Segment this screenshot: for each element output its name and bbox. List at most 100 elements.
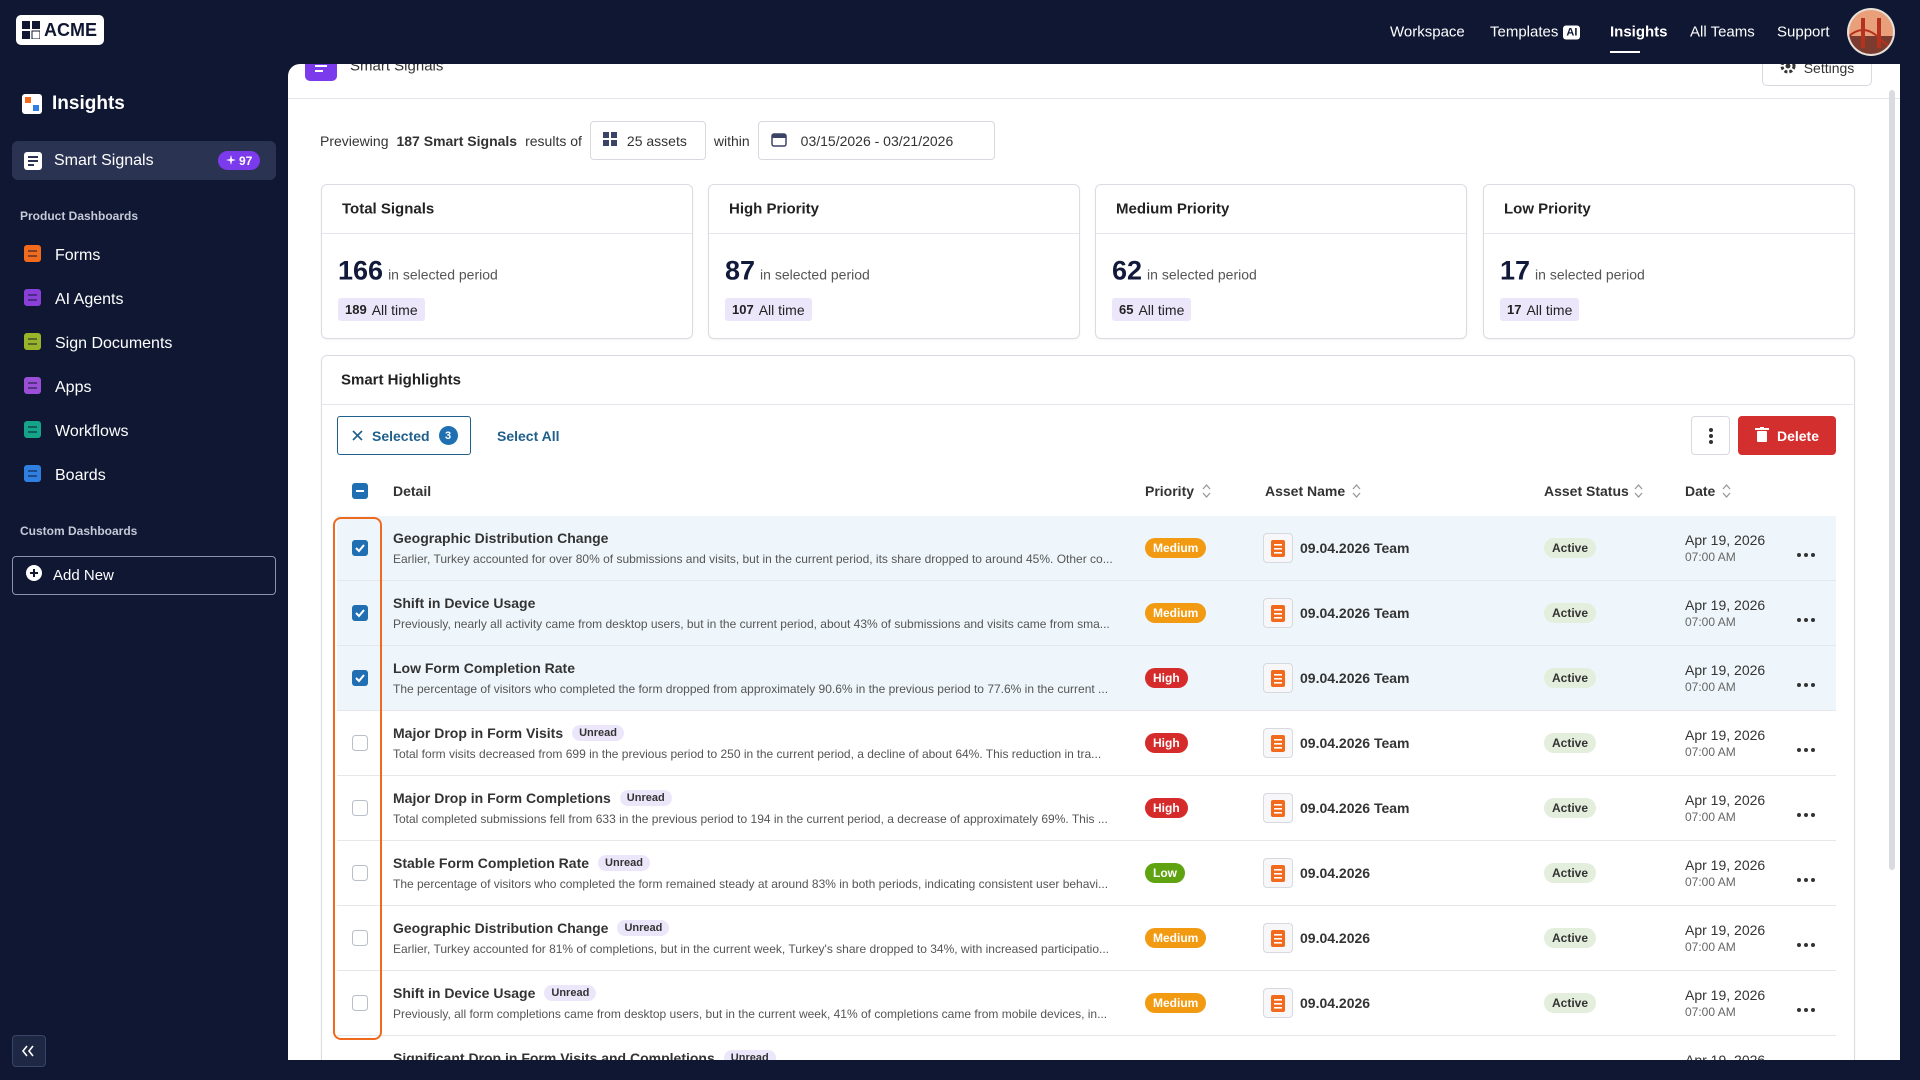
- signal-row[interactable]: [337, 646, 1836, 711]
- asset-name[interactable]: 09.04.2026 Team: [1300, 670, 1410, 686]
- row-title-line: Major Drop in Form Completions Unread: [393, 790, 672, 806]
- logo[interactable]: ACME: [16, 15, 104, 45]
- asset-name[interactable]: 09.04.2026: [1300, 930, 1371, 946]
- sidebar-item[interactable]: Sign Documents: [24, 332, 172, 356]
- row-menu[interactable]: [1797, 805, 1815, 823]
- selected-button[interactable]: Selected 3: [337, 416, 471, 455]
- row-menu-svg: [1797, 683, 1815, 687]
- select-all-checkbox[interactable]: [352, 483, 368, 504]
- row-menu[interactable]: [1797, 740, 1815, 758]
- signal-row[interactable]: [337, 516, 1836, 581]
- row-menu[interactable]: [1797, 1000, 1815, 1018]
- row-checkbox[interactable]: [352, 540, 368, 561]
- row-checkbox[interactable]: [352, 605, 368, 626]
- row-checkbox[interactable]: [352, 995, 368, 1016]
- card-value-line: 87 in selected period: [725, 256, 870, 287]
- section-heading: Product Dashboards: [20, 209, 139, 223]
- row-title: Significant Drop in Form Visits and Comp…: [393, 1050, 715, 1060]
- all-time-badge: 17 All time: [1500, 298, 1580, 321]
- sidebar-item[interactable]: Forms: [24, 244, 100, 268]
- select-all-link[interactable]: Select All: [497, 428, 560, 444]
- row-checkbox[interactable]: [352, 865, 368, 886]
- row-checkbox-svg: [352, 930, 368, 946]
- row-description: Total completed submissions fell from 63…: [393, 812, 1108, 826]
- asset-name[interactable]: 09.04.2026: [1300, 995, 1371, 1011]
- more-button-svg: [1708, 427, 1713, 444]
- more-button[interactable]: [1691, 416, 1730, 455]
- row-menu[interactable]: [1797, 610, 1815, 628]
- nav-item[interactable]: All Teams: [1690, 24, 1755, 41]
- signal-row[interactable]: [337, 776, 1836, 841]
- row-menu-svg: [1797, 813, 1815, 817]
- settings-button[interactable]: Settings: [1762, 64, 1872, 86]
- nav-item[interactable]: Insights: [1610, 24, 1668, 41]
- plus-icon-svg: [26, 565, 42, 581]
- sidebar-item-icon-svg: [24, 377, 41, 394]
- card-divider: [322, 233, 692, 234]
- unread-badge: Unread: [572, 725, 625, 741]
- signal-row[interactable]: [337, 581, 1836, 646]
- asset-name[interactable]: 09.04.2026 Team: [1300, 540, 1410, 556]
- all-time-label: All time: [371, 301, 418, 318]
- row-checkbox-svg: [352, 800, 368, 816]
- nav-item[interactable]: Templates AI: [1490, 24, 1581, 41]
- asset-name[interactable]: 09.04.2026: [1300, 865, 1371, 881]
- row-title: Shift in Device Usage: [393, 985, 536, 1001]
- row-date: Apr 19, 2026: [1685, 662, 1766, 678]
- asset-name[interactable]: 09.04.2026 Team: [1300, 800, 1410, 816]
- row-checkbox[interactable]: [352, 930, 368, 951]
- row-title: Shift in Device Usage: [393, 595, 536, 611]
- nav-item[interactable]: Workspace: [1390, 24, 1465, 41]
- signal-row[interactable]: [337, 841, 1836, 906]
- signal-row[interactable]: [337, 711, 1836, 776]
- sidebar-item[interactable]: Boards: [24, 464, 106, 488]
- logo-mark: [22, 21, 41, 40]
- card-value-line: 166 in selected period: [338, 256, 498, 287]
- close-icon: [352, 428, 363, 444]
- row-checkbox[interactable]: [352, 670, 368, 691]
- card-title: Total Signals: [342, 200, 435, 218]
- preview-within: within: [713, 132, 750, 149]
- asset-name[interactable]: 09.04.2026 Team: [1300, 605, 1410, 621]
- assets-button[interactable]: 25 assets: [589, 121, 706, 160]
- column-header[interactable]: Date: [1685, 483, 1716, 499]
- gear-icon-svg: [1780, 64, 1796, 74]
- row-title-line: Major Drop in Form Visits Unread: [393, 725, 625, 741]
- card-period: in selected period: [760, 266, 870, 283]
- signal-row[interactable]: [337, 906, 1836, 971]
- smart-signals-label: Smart Signals: [54, 152, 154, 169]
- row-date: Apr 19, 2026: [1685, 532, 1766, 548]
- date-range-button[interactable]: 03/15/2026 - 03/21/2026: [757, 121, 995, 160]
- column-header[interactable]: Asset Name: [1265, 483, 1346, 499]
- row-menu[interactable]: [1797, 545, 1815, 563]
- signal-row[interactable]: [337, 971, 1836, 1036]
- add-new-button[interactable]: Add New: [12, 556, 276, 595]
- row-menu[interactable]: [1797, 675, 1815, 693]
- delete-button[interactable]: Delete: [1738, 416, 1836, 455]
- row-menu[interactable]: [1797, 870, 1815, 888]
- column-header[interactable]: Asset Status: [1544, 483, 1629, 499]
- column-header[interactable]: Detail: [393, 483, 432, 499]
- card-value: 87: [725, 255, 756, 286]
- row-title-line: Geographic Distribution Change Unread: [393, 920, 670, 936]
- row-checkbox-svg: [352, 865, 368, 881]
- sidebar-item[interactable]: Apps: [24, 376, 91, 400]
- sidebar-item[interactable]: Workflows: [24, 420, 129, 444]
- row-title-line: Shift in Device Usage: [393, 595, 535, 611]
- status-pill: Active: [1544, 928, 1597, 948]
- stat-card: Medium Priority 62 in selected period 65 All…: [1095, 184, 1467, 339]
- status-pill: Active: [1544, 863, 1597, 883]
- highlights-title: Smart Highlights: [341, 371, 462, 389]
- sidebar-item-icon-svg: [24, 421, 41, 438]
- asset-name[interactable]: 09.04.2026 Team: [1300, 735, 1410, 751]
- card-divider: [1484, 233, 1854, 234]
- row-checkbox[interactable]: [352, 735, 368, 756]
- column-header[interactable]: Priority: [1145, 483, 1195, 499]
- row-menu[interactable]: [1797, 935, 1815, 953]
- row-checkbox[interactable]: [352, 800, 368, 821]
- sidebar-item[interactable]: AI Agents: [24, 288, 124, 312]
- preview-prefix: Previewing: [320, 132, 389, 149]
- row-title-line: Shift in Device Usage Unread: [393, 985, 597, 1001]
- nav-item[interactable]: Support: [1777, 24, 1830, 41]
- smart-signals-nav[interactable]: Smart Signals 97: [12, 141, 276, 180]
